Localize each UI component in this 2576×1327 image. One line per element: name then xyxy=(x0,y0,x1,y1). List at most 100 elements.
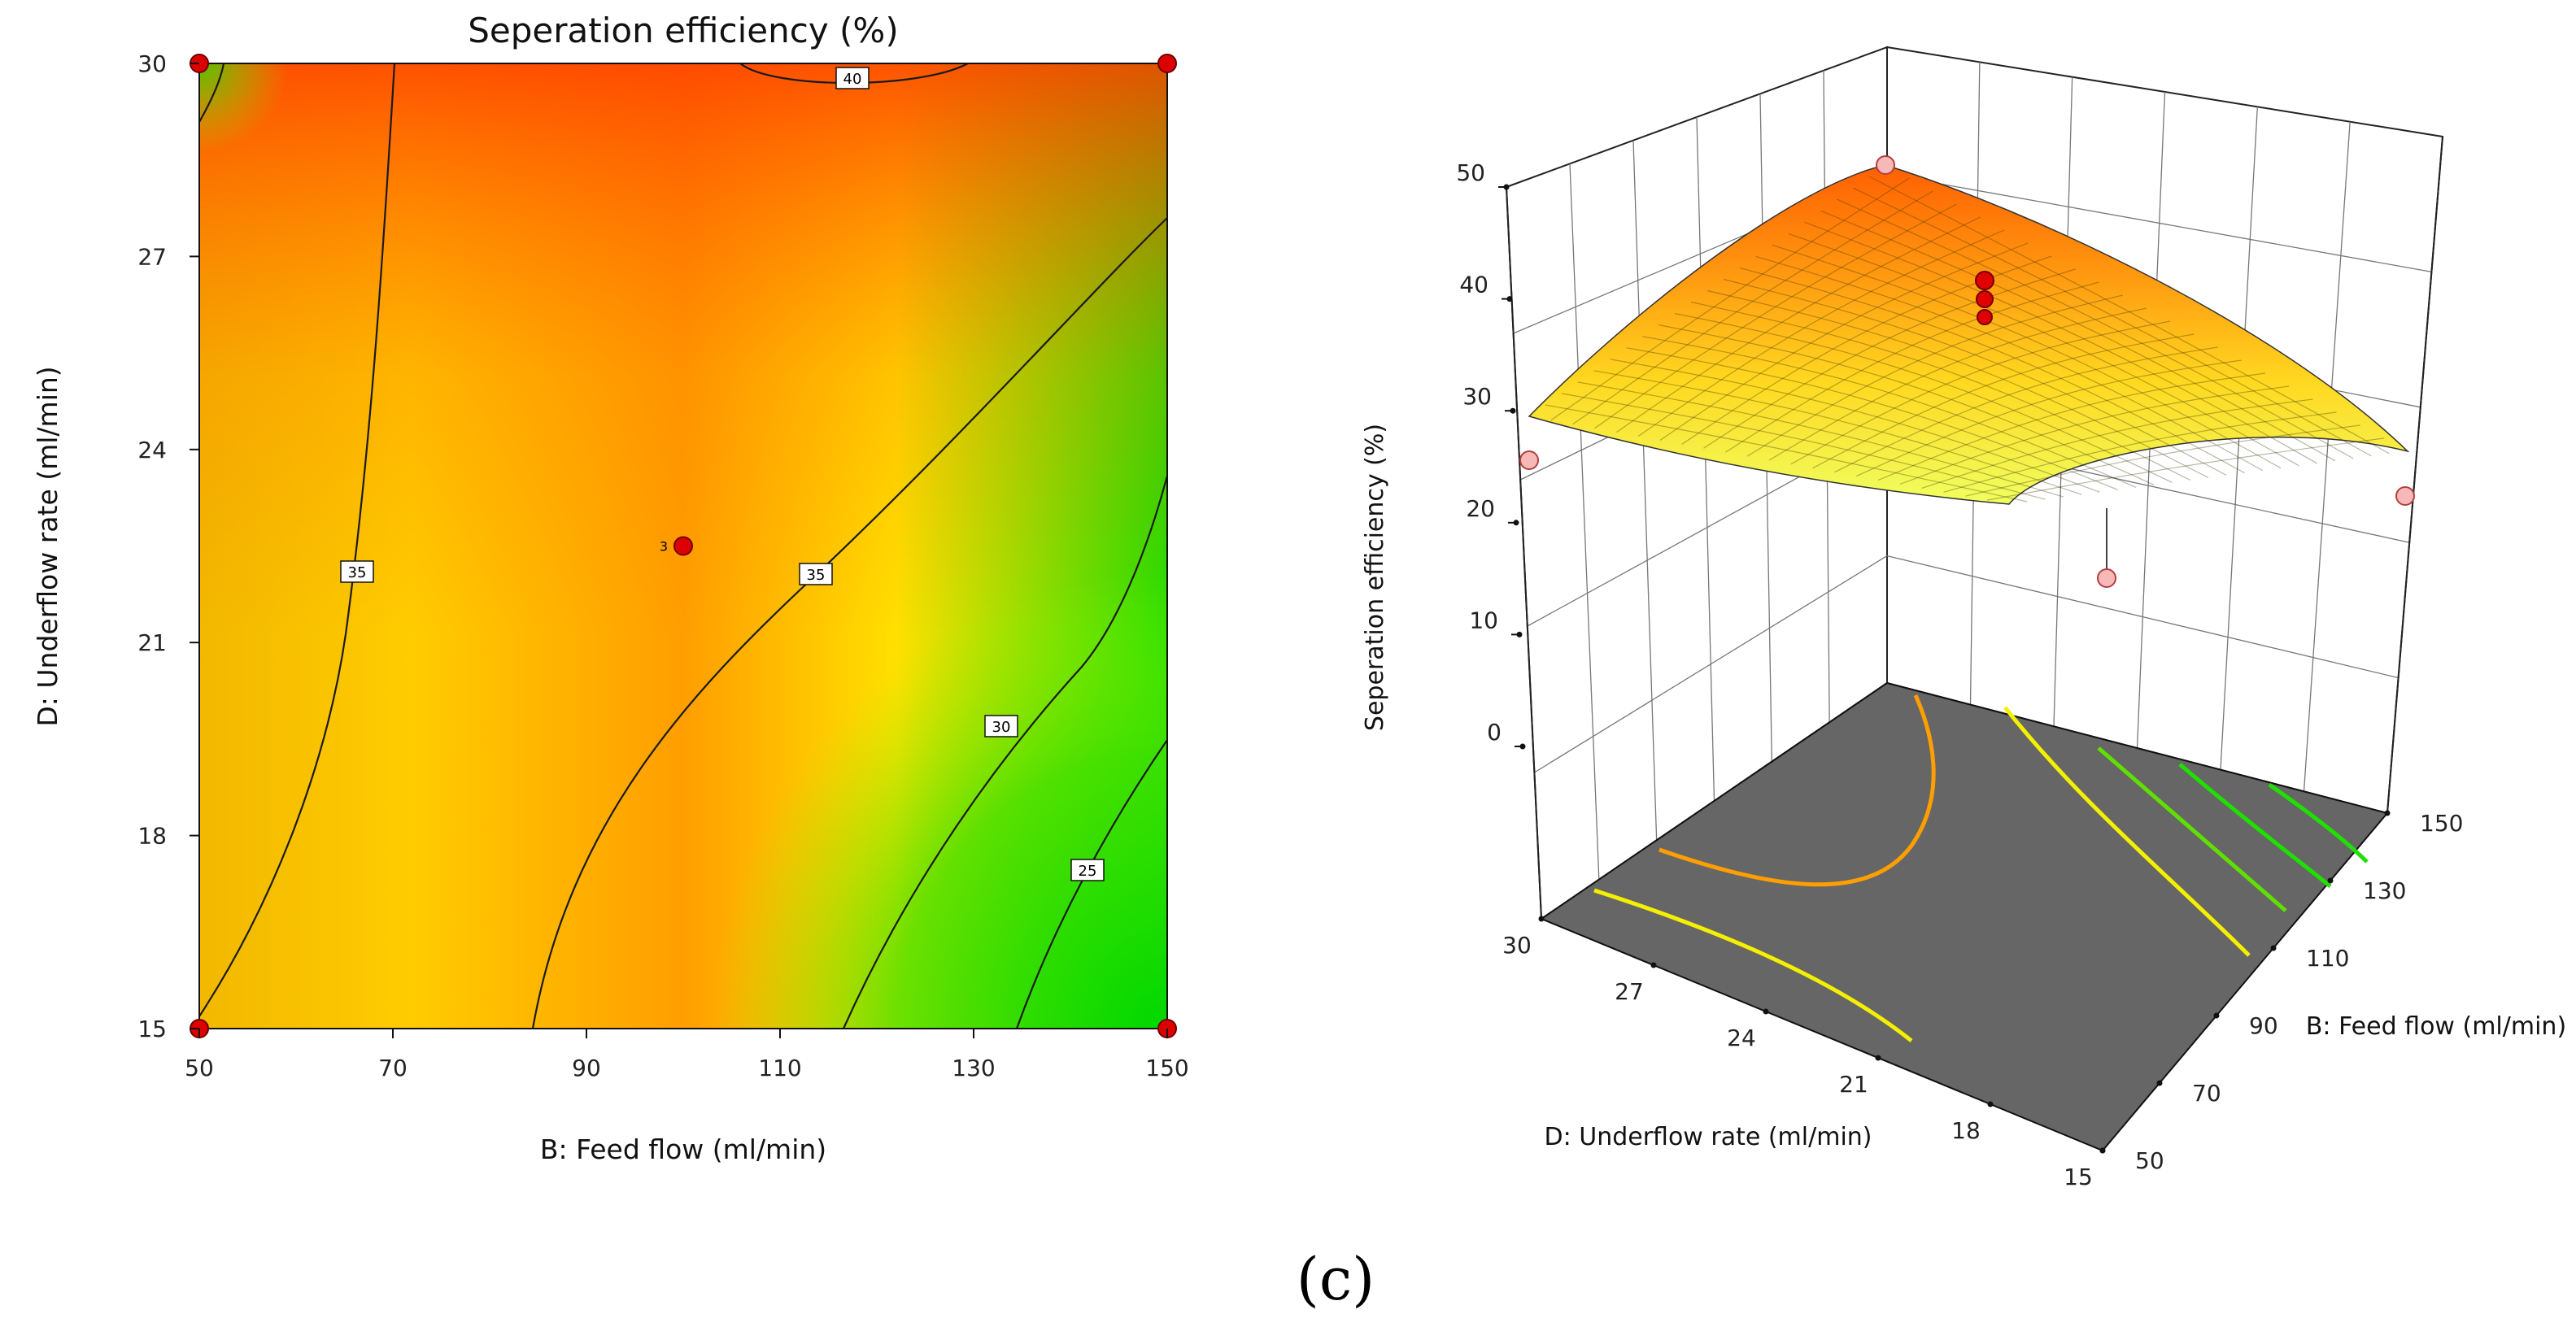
contour-line-edge xyxy=(199,63,225,123)
surface-mesh-line xyxy=(1943,411,2337,493)
surface-mesh-line xyxy=(1690,301,2190,481)
surface-ztick-label: 0 xyxy=(1487,719,1502,746)
surface-ytick-dot xyxy=(1763,1008,1769,1015)
surface-mesh-line xyxy=(1788,233,2299,467)
contour-xtick-label: 110 xyxy=(758,1055,801,1081)
surface-mesh-line xyxy=(1703,268,2076,449)
contour-line-35-left xyxy=(199,63,396,1017)
surface-xtick-dot xyxy=(2384,810,2391,816)
surface-ztick-dot xyxy=(1503,184,1510,190)
surface-ylabel: D: Underflow rate (ml/min) xyxy=(1545,1123,1872,1151)
surface-ytick-label: 18 xyxy=(1951,1117,1981,1144)
panel-label: (c) xyxy=(1297,1245,1375,1313)
contour-xtick-label: 150 xyxy=(1145,1055,1188,1081)
contour-level-label: 35 xyxy=(799,563,833,585)
surface-mesh-line xyxy=(1723,278,2227,476)
surface-points xyxy=(1519,155,2415,588)
surface-mesh-line xyxy=(1659,242,2029,441)
surface-ytick-label: 30 xyxy=(1502,932,1532,959)
center-point-1 xyxy=(1975,271,1994,290)
surface-mesh-line xyxy=(1921,398,2313,489)
surface-ztick-label: 30 xyxy=(1462,383,1492,410)
surface-xtick-dot xyxy=(2270,945,2277,951)
surface-ytick-label: 21 xyxy=(1839,1071,1868,1098)
surface-ztick-dot xyxy=(1510,407,1516,414)
surface-ztick-dot xyxy=(1519,743,1526,750)
contour-center-point xyxy=(673,536,693,556)
surface-xtick-label: 130 xyxy=(2363,877,2406,904)
center-point-count: 3 xyxy=(660,539,668,555)
surface-ytick-dot xyxy=(1875,1055,1881,1061)
contour-xtick-label: 50 xyxy=(185,1055,214,1081)
contour-level-label: 30 xyxy=(984,715,1018,737)
surface-mesh-line xyxy=(1658,324,2155,485)
center-point-2 xyxy=(1976,290,1994,308)
surface-ytick-label: 27 xyxy=(1615,978,1644,1005)
surface-ytick-dot xyxy=(1987,1101,1994,1107)
surface-mesh-line xyxy=(1561,393,2046,500)
surface-mesh-line xyxy=(1572,190,1933,425)
surface-xtick-dot xyxy=(2327,877,2334,884)
contour-level-text: 35 xyxy=(807,567,826,584)
floor-contour-orange xyxy=(1658,694,1936,887)
design-point-front xyxy=(2097,568,2116,588)
surface-ztick-dot xyxy=(1506,296,1513,302)
contour-frame xyxy=(198,63,1168,1029)
floor-contour-green-2 xyxy=(2178,763,2332,888)
surface-xtick-dot xyxy=(2213,1012,2220,1019)
contour-level-text: 40 xyxy=(843,71,862,88)
surface-mesh-line xyxy=(1856,359,2242,477)
surface-plot: 0 10 20 30 40 50 15 18 21 24 27 30 50 70 90 110 130 150… xyxy=(1361,46,2566,1190)
surface-ztick-label: 40 xyxy=(1459,272,1489,298)
surface-mesh-line xyxy=(1852,187,2372,457)
contour-xlabel: B: Feed flow (ml/min) xyxy=(540,1133,826,1165)
contour-level-label: 40 xyxy=(835,67,870,89)
contour-title: Seperation efficiency (%) xyxy=(468,11,898,50)
surface-ztick-dot xyxy=(1516,631,1523,637)
surface-mesh-line xyxy=(1868,176,2390,455)
surface-xtick-label: 70 xyxy=(2192,1080,2221,1107)
surface-ztick-label: 10 xyxy=(1469,607,1498,633)
surface-mesh-line xyxy=(1772,244,2282,469)
surface-ztick-label: 50 xyxy=(1456,159,1485,186)
surface-mesh-line xyxy=(1965,424,2360,497)
surface-ztick-dot xyxy=(1513,520,1519,526)
contour-ytick-label: 30 xyxy=(137,50,167,77)
surface-mesh-line xyxy=(1812,333,2195,469)
contour-line-30 xyxy=(842,475,1167,1029)
contour-level-label: 25 xyxy=(1070,859,1105,881)
design-point-right xyxy=(2395,486,2415,506)
right-edge-line xyxy=(2386,136,2443,814)
left-wall-gridline xyxy=(1632,140,1658,841)
surface-xtick-dot xyxy=(2099,1147,2106,1154)
z-axis-line xyxy=(1506,186,1542,920)
surface-mesh-line xyxy=(1637,229,2005,437)
surface-mesh-line xyxy=(1675,313,2173,483)
surface-xtick-dot xyxy=(2156,1080,2163,1086)
surface-mesh-line xyxy=(1877,372,2265,481)
surface-mesh-line xyxy=(1987,437,2384,501)
surface-mesh-line xyxy=(1577,381,2064,498)
contour-ytick-label: 18 xyxy=(137,823,167,850)
floor-contour-green-3 xyxy=(2268,782,2369,864)
surface-mesh-line xyxy=(1545,404,2028,503)
surface-ytick-dot xyxy=(1538,916,1545,922)
surface-mesh-line xyxy=(1593,370,2082,495)
floor-contour-green-1 xyxy=(2097,746,2287,912)
surface-ytick-dot xyxy=(1650,962,1657,968)
surface-xtick-label: 110 xyxy=(2306,945,2349,972)
surface-mesh-line xyxy=(1626,347,2118,490)
contour-level-label: 35 xyxy=(340,560,374,583)
surface-mesh-line xyxy=(1899,385,2290,485)
surface-mesh-line xyxy=(1725,281,2099,453)
surface-mesh-line xyxy=(1706,289,2209,479)
contour-xtick-label: 130 xyxy=(952,1055,995,1081)
contour-xtick-label: 70 xyxy=(378,1055,408,1081)
response-surface xyxy=(1528,164,2410,505)
surface-mesh-line xyxy=(1746,294,2123,457)
design-point-left xyxy=(1519,450,1539,470)
surface-mesh-line xyxy=(1834,346,2218,473)
contour-ytick-label: 15 xyxy=(137,1016,167,1042)
surface-mesh-line xyxy=(1804,221,2317,464)
